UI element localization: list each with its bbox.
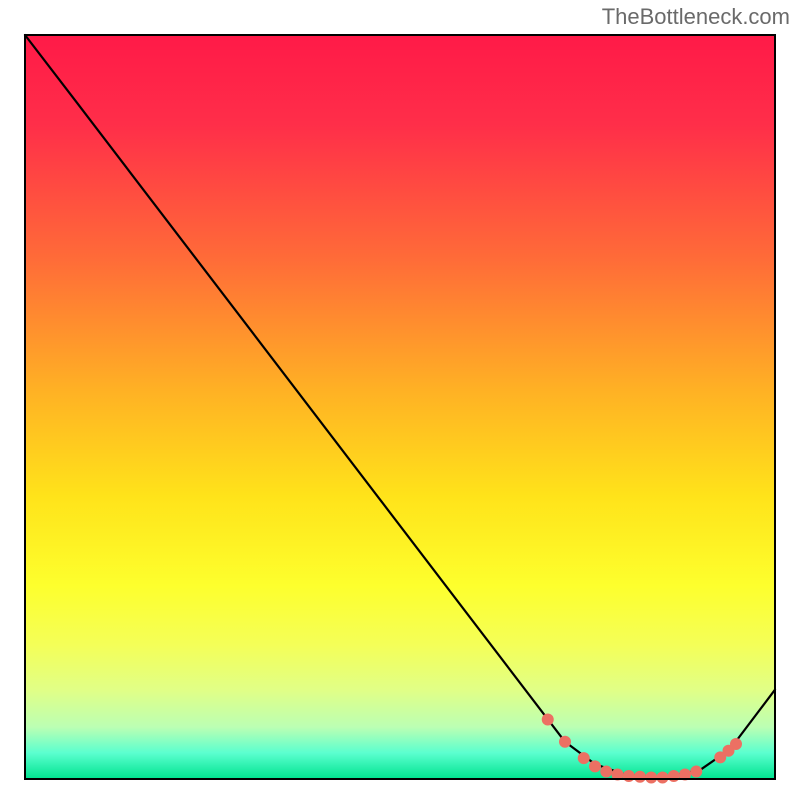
curve-marker [690, 766, 702, 778]
curve-marker [623, 770, 635, 782]
curve-marker [634, 771, 646, 783]
curve-marker [589, 760, 601, 772]
curve-marker [600, 766, 612, 778]
chart-gradient-background [25, 35, 775, 779]
bottleneck-chart [0, 0, 800, 800]
attribution-text: TheBottleneck.com [602, 4, 790, 30]
curve-marker [730, 738, 742, 750]
curve-marker [578, 752, 590, 764]
curve-marker [645, 772, 657, 784]
curve-marker [668, 770, 680, 782]
curve-marker [559, 736, 571, 748]
curve-marker [657, 772, 669, 784]
curve-marker [542, 713, 554, 725]
